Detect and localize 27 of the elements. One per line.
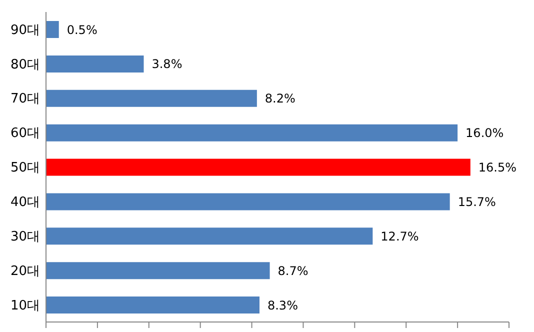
y-tick-label: 10대	[10, 298, 40, 314]
y-tick-label: 50대	[10, 160, 40, 176]
bar	[46, 90, 257, 107]
data-label: 16.0%	[466, 126, 504, 140]
data-label: 8.3%	[267, 298, 298, 312]
data-label: 8.2%	[264, 92, 296, 106]
y-tick-label: 60대	[10, 126, 40, 142]
y-tick-label: 90대	[10, 22, 40, 38]
data-label: 0.5%	[66, 22, 98, 37]
data-label: 16.5%	[478, 160, 517, 175]
bar	[46, 193, 450, 210]
y-tick-label: 40대	[10, 195, 40, 210]
data-label: 12.7%	[380, 229, 419, 244]
data-label: 3.8%	[152, 57, 182, 72]
bar	[46, 262, 270, 280]
y-tick-label: 70대	[10, 92, 40, 107]
bar	[46, 124, 458, 142]
bar	[46, 55, 144, 72]
y-tick-label: 20대	[10, 264, 40, 279]
bar	[46, 228, 373, 245]
bar	[46, 158, 470, 176]
bar	[46, 296, 260, 314]
data-label: 8.7%	[278, 264, 308, 278]
bar	[46, 21, 59, 38]
y-tick-label: 30대	[10, 230, 40, 245]
data-label: 15.7%	[458, 194, 496, 209]
y-tick-label: 80대	[10, 57, 40, 72]
